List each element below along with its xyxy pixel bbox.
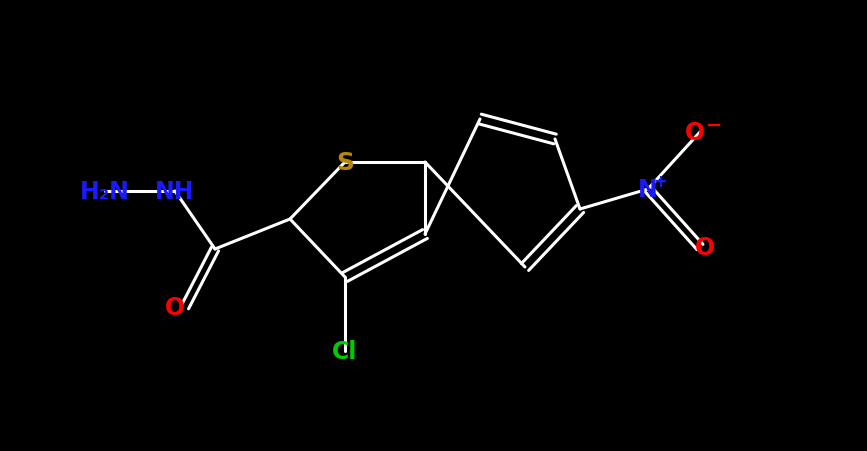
Text: S: S	[336, 151, 354, 175]
Text: H₂N: H₂N	[80, 179, 130, 203]
Text: +: +	[653, 173, 667, 191]
Text: −: −	[706, 115, 722, 134]
Text: O: O	[685, 121, 705, 145]
Text: O: O	[165, 295, 185, 319]
Text: NH: NH	[155, 179, 195, 203]
Text: Cl: Cl	[332, 339, 358, 363]
Text: O: O	[695, 235, 715, 259]
Text: N: N	[638, 178, 658, 202]
